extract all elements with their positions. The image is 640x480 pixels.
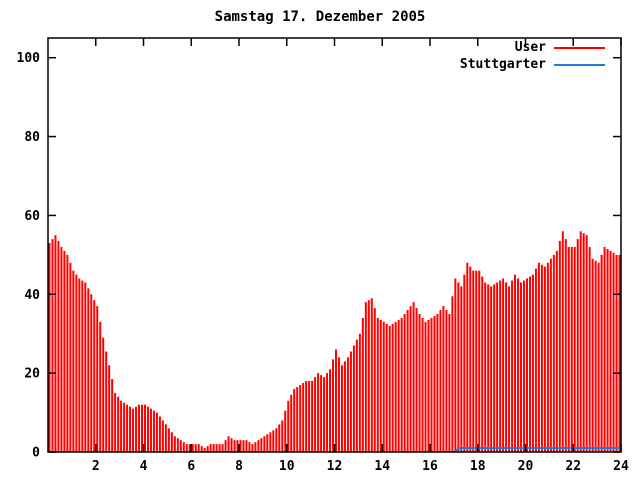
x-axis-tick-label: 10	[279, 459, 295, 474]
x-axis-tick-label: 16	[422, 459, 438, 474]
legend-entry-stuttgarter: Stuttgarter	[460, 58, 605, 72]
x-axis-tick-label: 22	[565, 459, 581, 474]
x-axis-tick-label: 12	[327, 459, 343, 474]
x-axis-tick-label: 8	[235, 459, 243, 474]
x-axis-tick-label: 24	[613, 459, 629, 474]
chart-title: Samstag 17. Dezember 2005	[214, 9, 426, 25]
legend-line-sample-stuttgarter	[554, 64, 605, 66]
legend-label-stuttgarter: Stuttgarter	[459, 57, 546, 72]
y-axis-tick-label: 0	[32, 446, 40, 461]
y-axis-tick-label: 20	[24, 367, 40, 382]
y-axis-tick-label: 40	[24, 288, 40, 303]
x-axis-tick-label: 18	[470, 459, 486, 474]
stuttgarter-line	[453, 447, 621, 453]
x-axis-tick-label: 14	[374, 459, 390, 474]
y-axis-tick-label: 100	[17, 51, 41, 66]
x-axis-tick-label: 20	[518, 459, 534, 474]
legend-label-user: User	[514, 40, 546, 55]
x-axis-tick-label: 2	[92, 459, 100, 474]
x-axis-tick-label: 4	[140, 459, 148, 474]
legend-line-sample-user	[554, 47, 605, 49]
y-axis-tick-label: 80	[24, 130, 40, 145]
legend-entry-user: User	[515, 41, 605, 55]
y-axis-tick-label: 60	[24, 209, 40, 224]
x-axis-tick-label: 6	[187, 459, 195, 474]
